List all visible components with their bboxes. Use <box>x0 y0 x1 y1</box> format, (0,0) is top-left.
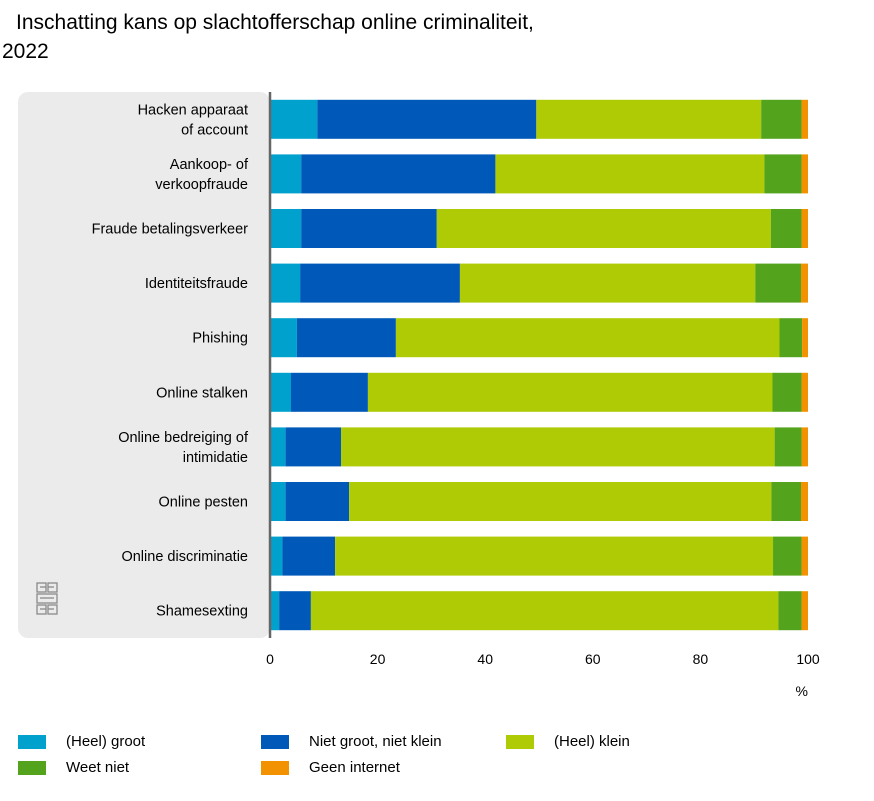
x-tick-label: 100 <box>796 651 820 667</box>
category-label: Online pesten <box>159 495 248 511</box>
cbs-logo-icon <box>36 582 58 615</box>
category-label: Shamesexting <box>156 604 248 620</box>
bar-segment <box>801 154 808 194</box>
bar-segment <box>802 318 808 358</box>
legend-item: (Heel) klein <box>506 733 630 750</box>
bar-segment <box>301 209 437 248</box>
bar-segment <box>801 209 808 248</box>
bar-segment <box>774 427 802 467</box>
bar-segment <box>778 591 802 631</box>
bar-segment <box>536 99 762 139</box>
bar-segment <box>296 318 396 358</box>
legend-item: Weet niet <box>18 759 129 776</box>
x-tick-label: 80 <box>693 651 709 667</box>
bar-segment <box>764 154 802 194</box>
bar-segment <box>317 99 537 139</box>
legend-swatch <box>261 734 289 749</box>
x-tick-label: 40 <box>477 651 493 667</box>
bar-segment <box>801 591 808 631</box>
legend-label: Weet niet <box>66 759 130 776</box>
bar-segment <box>270 99 318 139</box>
category-label: Aankoop- of verkoopfraude <box>155 157 249 193</box>
legend-swatch <box>261 760 289 775</box>
bar-segment <box>270 482 286 521</box>
bar-segment <box>270 427 286 467</box>
category-label: Phishing <box>192 331 248 347</box>
bar-segment <box>495 154 765 194</box>
bars-group <box>270 99 808 631</box>
chart-title: Inschatting kans op slachtofferschap onl… <box>2 8 702 66</box>
x-tick-label: 20 <box>370 651 386 667</box>
bar-segment <box>436 209 771 248</box>
bar-segment <box>801 536 808 576</box>
category-label: Online stalken <box>156 385 248 401</box>
bar-segment <box>270 154 302 194</box>
category-label: Fraude betalingsverkeer <box>92 222 249 238</box>
x-tick-label: 0 <box>266 651 274 667</box>
category-label: Identiteitsfraude <box>145 276 248 292</box>
chart-legend: (Heel) groot Niet groot, niet klein (Heel)… <box>18 733 858 793</box>
x-tick-label: 60 <box>585 651 601 667</box>
bar-segment <box>300 263 460 303</box>
bar-segment <box>341 427 775 467</box>
bar-segment <box>801 263 808 303</box>
legend-swatch <box>18 760 46 775</box>
bar-segment <box>301 154 496 194</box>
bar-segment <box>770 209 802 248</box>
bar-segment <box>285 482 350 521</box>
legend-item: Niet groot, niet klein <box>261 733 442 750</box>
legend-label: Niet groot, niet klein <box>309 733 442 750</box>
bar-segment <box>290 372 368 412</box>
legend-label: (Heel) groot <box>66 733 146 750</box>
bar-segment <box>801 427 808 467</box>
bar-segment <box>779 318 803 358</box>
bar-segment <box>335 536 774 576</box>
category-label: Hacken apparaat of account <box>138 102 248 138</box>
bar-segment <box>270 372 291 412</box>
bar-segment <box>761 99 802 139</box>
bar-segment <box>367 372 773 412</box>
chart-title-line1: Inschatting kans op slachtofferschap onl… <box>16 11 534 34</box>
chart-title-line2: 2022 <box>2 40 49 63</box>
x-axis-ticks: 0 20 40 60 80 100 <box>266 651 820 667</box>
bar-segment <box>801 372 808 412</box>
bar-segment <box>270 536 283 576</box>
legend-item: (Heel) groot <box>18 733 145 750</box>
legend-label: Geen internet <box>309 759 400 776</box>
category-label: Online bedreiging of intimidatie <box>118 430 249 466</box>
category-labels: Hacken apparaat of account Aankoop- of verk… <box>92 102 249 619</box>
legend-swatch <box>506 734 534 749</box>
bar-segment <box>772 372 802 412</box>
bar-segment <box>270 318 297 358</box>
bar-segment <box>349 482 772 521</box>
bar-segment <box>801 482 808 521</box>
bar-segment <box>270 591 280 631</box>
legend-swatch <box>18 734 46 749</box>
legend-label: (Heel) klein <box>554 733 630 750</box>
bar-segment <box>270 263 301 303</box>
bar-segment <box>310 591 779 631</box>
bar-segment <box>395 318 780 358</box>
bar-segment <box>459 263 756 303</box>
bar-segment <box>270 209 302 248</box>
bar-segment <box>282 536 336 576</box>
category-label: Online discriminatie <box>121 549 248 565</box>
bar-segment <box>285 427 342 467</box>
bar-segment <box>773 536 802 576</box>
chart-canvas: Hacken apparaat of account Aankoop- of verk… <box>18 92 820 699</box>
category-panel <box>18 92 270 638</box>
x-axis-unit-label: % <box>796 683 808 699</box>
bar-segment <box>801 99 808 139</box>
bar-segment <box>755 263 802 303</box>
legend-item: Geen internet <box>261 759 400 776</box>
bar-segment <box>279 591 311 631</box>
bar-segment <box>771 482 802 521</box>
